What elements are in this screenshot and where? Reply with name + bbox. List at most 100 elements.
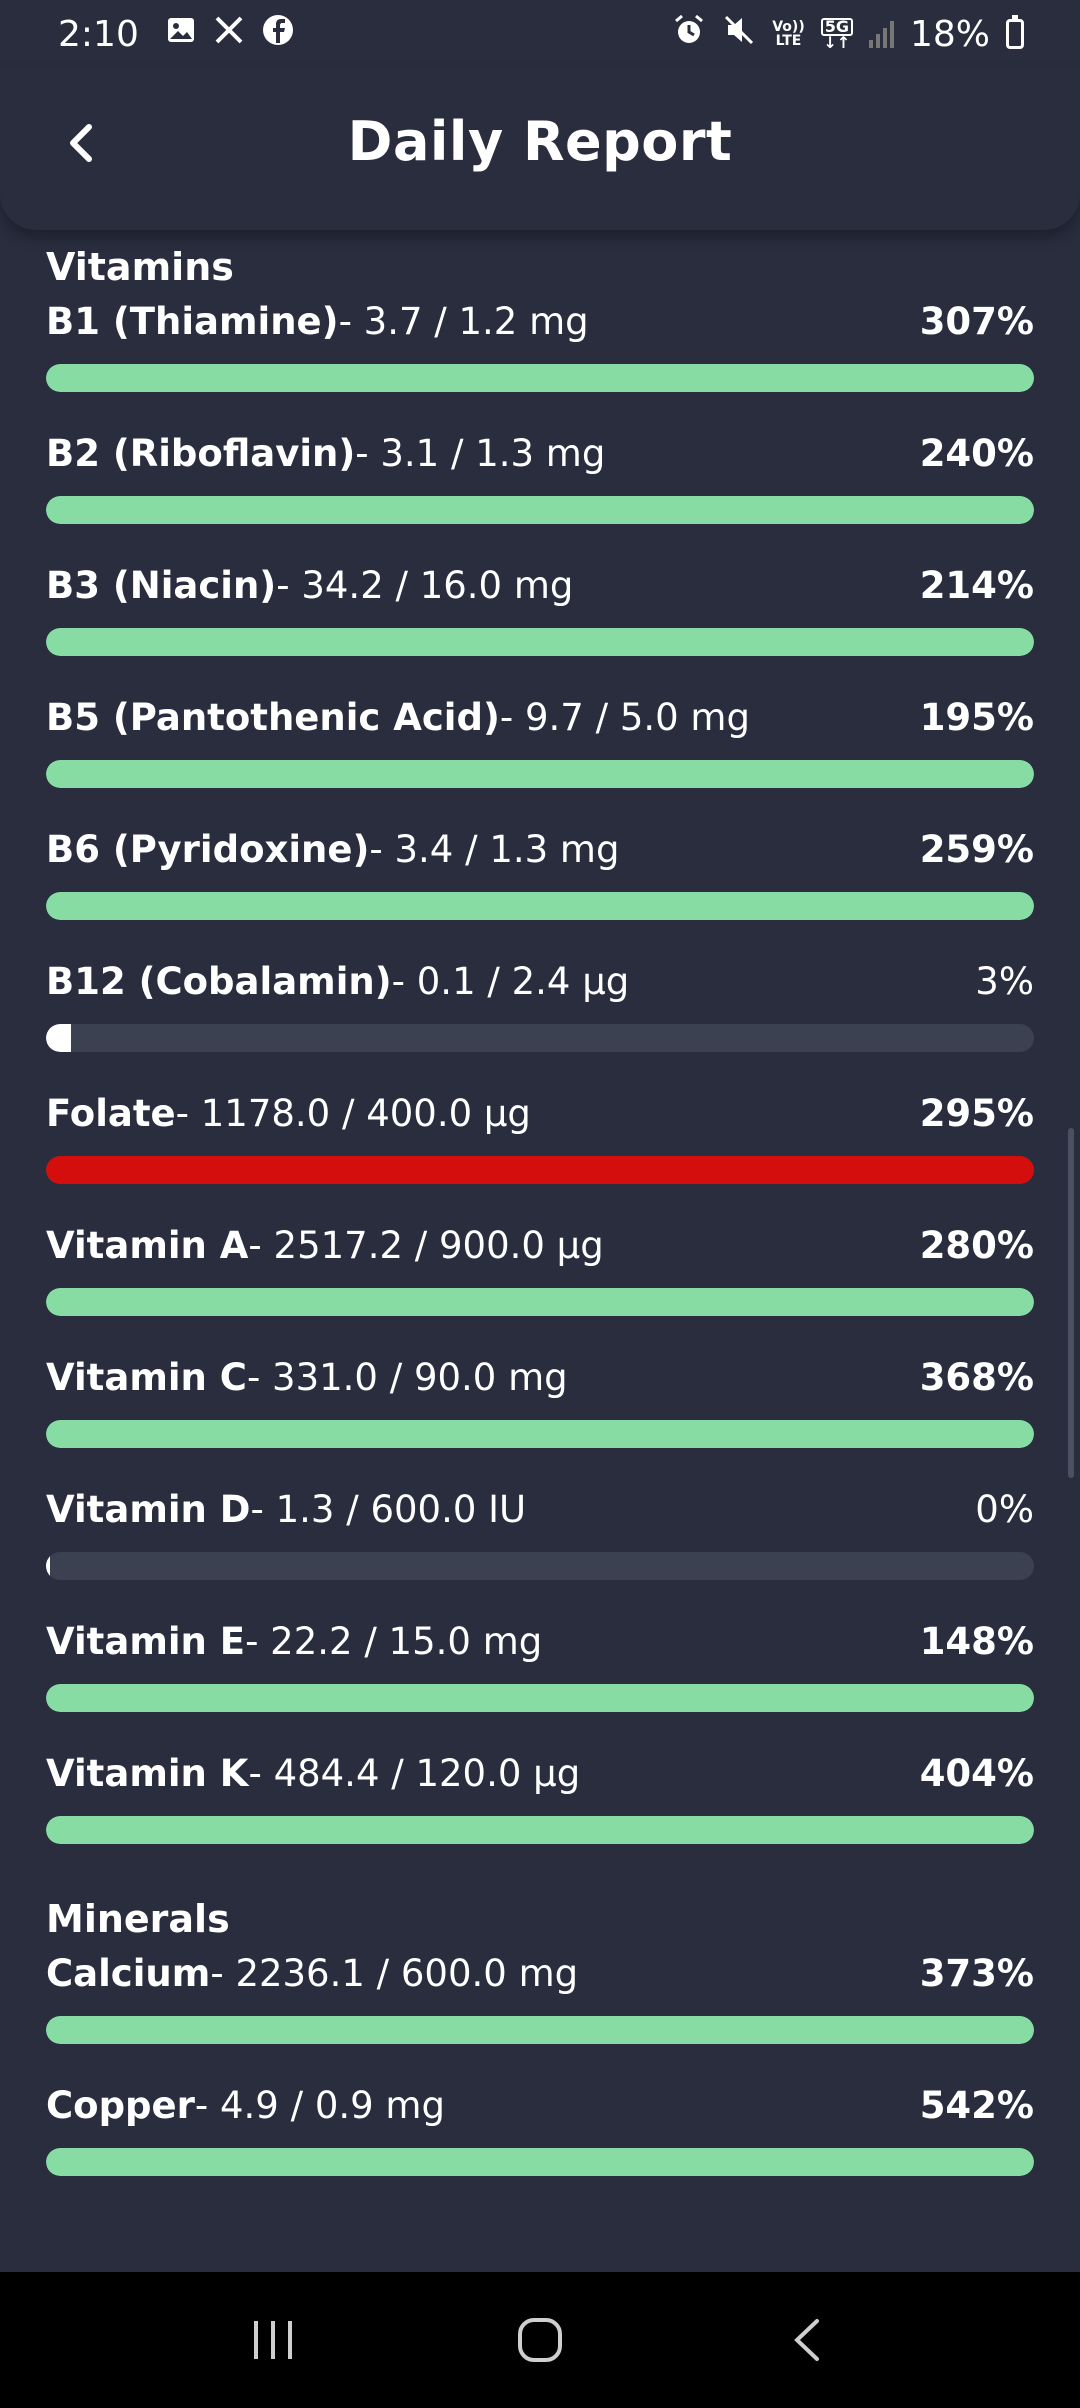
progress-fill xyxy=(46,364,1034,392)
signal-icon xyxy=(868,20,894,48)
nutrient-row[interactable]: B5 (Pantothenic Acid)- 9.7 / 5.0 mg 195% xyxy=(46,690,1034,822)
nutrient-row-line: Folate- 1178.0 / 400.0 μg 295% xyxy=(46,1092,1034,1144)
progress-track xyxy=(46,2148,1034,2176)
progress-track xyxy=(46,1420,1034,1448)
nutrient-row[interactable]: B12 (Cobalamin)- 0.1 / 2.4 μg 3% xyxy=(46,954,1034,1086)
nutrient-label: Vitamin C- 331.0 / 90.0 mg xyxy=(46,1356,568,1399)
nutrient-row[interactable]: Folate- 1178.0 / 400.0 μg 295% xyxy=(46,1086,1034,1218)
nutrient-name: Vitamin D xyxy=(46,1488,251,1531)
progress-fill xyxy=(46,1288,1034,1316)
nutrient-name: Copper xyxy=(46,2084,195,2127)
nutrient-amount: - 2236.1 / 600.0 mg xyxy=(210,1952,579,1995)
nutrient-row-line: B1 (Thiamine)- 3.7 / 1.2 mg 307% xyxy=(46,300,1034,352)
nutrient-name: B5 (Pantothenic Acid) xyxy=(46,696,500,739)
nutrient-row-line: Vitamin C- 331.0 / 90.0 mg 368% xyxy=(46,1356,1034,1408)
nutrient-name: Vitamin C xyxy=(46,1356,247,1399)
nutrient-percent: 0% xyxy=(975,1488,1034,1531)
nutrient-row-line: Calcium- 2236.1 / 600.0 mg 373% xyxy=(46,1952,1034,2004)
nutrient-name: Vitamin E xyxy=(46,1620,246,1663)
nutrient-label: B12 (Cobalamin)- 0.1 / 2.4 μg xyxy=(46,960,629,1003)
volte-bottom-label: LTE xyxy=(775,33,802,49)
nutrient-percent: 368% xyxy=(919,1356,1034,1399)
nutrient-row-line: Copper- 4.9 / 0.9 mg 542% xyxy=(46,2084,1034,2136)
nutrient-label: Vitamin E- 22.2 / 15.0 mg xyxy=(46,1620,542,1663)
nutrient-amount: - 0.1 / 2.4 μg xyxy=(391,960,630,1003)
scrollbar[interactable] xyxy=(1068,1128,1074,1478)
nutrient-amount: - 3.4 / 1.3 mg xyxy=(369,828,620,871)
nutrient-row[interactable]: Vitamin E- 22.2 / 15.0 mg 148% xyxy=(46,1614,1034,1746)
progress-fill xyxy=(46,2148,1034,2176)
status-time: 2:10 xyxy=(58,13,139,55)
nutrient-row[interactable]: Vitamin A- 2517.2 / 900.0 μg 280% xyxy=(46,1218,1034,1350)
nutrient-percent: 295% xyxy=(919,1092,1034,1135)
nutrient-label: Vitamin D- 1.3 / 600.0 IU xyxy=(46,1488,526,1531)
nutrient-row[interactable]: B3 (Niacin)- 34.2 / 16.0 mg 214% xyxy=(46,558,1034,690)
nutrient-label: Vitamin K- 484.4 / 120.0 μg xyxy=(46,1752,580,1795)
nutrient-row-line: B6 (Pyridoxine)- 3.4 / 1.3 mg 259% xyxy=(46,828,1034,880)
recents-icon xyxy=(254,2321,293,2359)
nutrient-row-line: Vitamin E- 22.2 / 15.0 mg 148% xyxy=(46,1620,1034,1672)
nutrient-row[interactable]: B2 (Riboflavin)- 3.1 / 1.3 mg 240% xyxy=(46,426,1034,558)
nutrient-row-line: B5 (Pantothenic Acid)- 9.7 / 5.0 mg 195% xyxy=(46,696,1034,748)
nutrient-row[interactable]: B1 (Thiamine)- 3.7 / 1.2 mg 307% xyxy=(46,294,1034,426)
nutrient-amount: - 3.7 / 1.2 mg xyxy=(338,300,589,343)
home-icon xyxy=(517,2318,562,2362)
progress-fill xyxy=(46,760,1034,788)
5g-icon: 5G ↓↑ xyxy=(820,18,853,51)
progress-track xyxy=(46,892,1034,920)
nutrient-amount: - 1.3 / 600.0 IU xyxy=(250,1488,527,1531)
nutrient-percent: 148% xyxy=(919,1620,1034,1663)
nutrient-label: B2 (Riboflavin)- 3.1 / 1.3 mg xyxy=(46,432,605,475)
progress-track xyxy=(46,1288,1034,1316)
nutrient-percent: 307% xyxy=(919,300,1034,343)
nutrient-row-line: Vitamin A- 2517.2 / 900.0 μg 280% xyxy=(46,1224,1034,1276)
progress-track xyxy=(46,1156,1034,1184)
nutrient-percent: 214% xyxy=(919,564,1034,607)
progress-fill xyxy=(46,2016,1034,2044)
gallery-icon xyxy=(165,14,197,55)
progress-track xyxy=(46,628,1034,656)
app-header: Daily Report xyxy=(0,68,1080,230)
home-button[interactable] xyxy=(480,2300,600,2380)
recents-button[interactable] xyxy=(213,2300,333,2380)
x-icon xyxy=(213,14,245,55)
progress-track xyxy=(46,1816,1034,1844)
nutrient-row[interactable]: Copper- 4.9 / 0.9 mg 542% xyxy=(46,2078,1034,2210)
nutrient-row[interactable]: B6 (Pyridoxine)- 3.4 / 1.3 mg 259% xyxy=(46,822,1034,954)
nutrient-name: B6 (Pyridoxine) xyxy=(46,828,370,871)
status-bar: 2:10 Vo)) LTE 5G ↓↑ xyxy=(0,0,1080,68)
status-right: Vo)) LTE 5G ↓↑ 18% xyxy=(672,13,1024,56)
nutrient-name: B3 (Niacin) xyxy=(46,564,277,607)
progress-fill xyxy=(46,1420,1034,1448)
nutrient-amount: - 2517.2 / 900.0 μg xyxy=(248,1224,604,1267)
back-button[interactable] xyxy=(52,108,108,178)
section-title: Minerals xyxy=(46,1897,230,1941)
progress-fill xyxy=(46,1684,1034,1712)
nutrient-percent: 3% xyxy=(975,960,1034,1003)
chevron-left-icon xyxy=(70,124,92,162)
nutrient-row[interactable]: Vitamin C- 331.0 / 90.0 mg 368% xyxy=(46,1350,1034,1482)
nutrient-row[interactable]: Calcium- 2236.1 / 600.0 mg 373% xyxy=(46,1946,1034,2078)
facebook-icon xyxy=(261,13,295,56)
progress-fill xyxy=(46,1816,1034,1844)
status-left: 2:10 xyxy=(58,13,295,56)
report-list[interactable]: Vitamins B1 (Thiamine)- 3.7 / 1.2 mg 307% B… xyxy=(46,230,1034,2210)
nutrient-row[interactable]: Vitamin K- 484.4 / 120.0 μg 404% xyxy=(46,1746,1034,1878)
volte-top-label: Vo)) xyxy=(772,19,805,35)
nutrient-amount: - 3.1 / 1.3 mg xyxy=(355,432,606,475)
nutrient-name: Vitamin A xyxy=(46,1224,249,1267)
nutrient-label: B3 (Niacin)- 34.2 / 16.0 mg xyxy=(46,564,573,607)
progress-track xyxy=(46,364,1034,392)
progress-track xyxy=(46,496,1034,524)
nutrient-amount: - 34.2 / 16.0 mg xyxy=(276,564,574,607)
nutrient-row-line: B2 (Riboflavin)- 3.1 / 1.3 mg 240% xyxy=(46,432,1034,484)
nutrient-row[interactable]: Vitamin D- 1.3 / 600.0 IU 0% xyxy=(46,1482,1034,1614)
nutrient-name: Vitamin K xyxy=(46,1752,249,1795)
system-back-button[interactable] xyxy=(747,2300,867,2380)
back-icon xyxy=(793,2319,819,2361)
nutrient-percent: 195% xyxy=(919,696,1034,739)
nutrient-percent: 280% xyxy=(919,1224,1034,1267)
battery-icon xyxy=(1006,15,1024,49)
nutrient-label: Vitamin A- 2517.2 / 900.0 μg xyxy=(46,1224,604,1267)
